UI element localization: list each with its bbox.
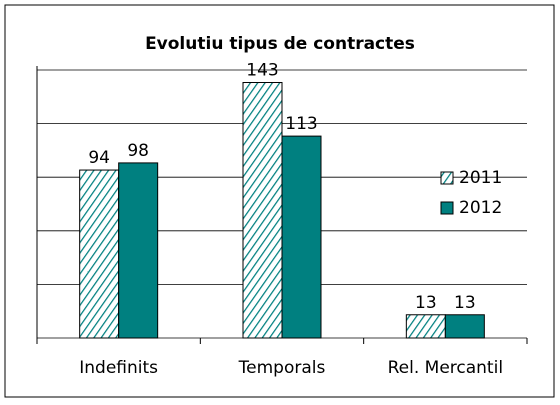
bar [242,82,283,339]
x-tick-label: Rel. Mercantil [388,358,503,378]
data-label: 13 [415,293,437,313]
chart-title: Evolutiu tipus de contractes [145,34,415,54]
data-label: 94 [88,148,110,168]
data-label: 13 [454,293,476,313]
bar [281,135,322,339]
bar [79,169,120,339]
data-label: 98 [127,141,149,161]
data-label: 143 [246,61,278,81]
legend-swatch [440,171,454,185]
bar [118,162,159,339]
legend-label: 2012 [459,198,502,218]
data-label: 113 [285,114,317,134]
legend-label: 2011 [459,168,502,188]
bar [444,314,485,339]
legend-swatch [440,201,454,215]
x-tick-label: Indefinits [79,358,158,378]
bar [405,314,446,339]
x-tick-label: Temporals [238,358,326,378]
